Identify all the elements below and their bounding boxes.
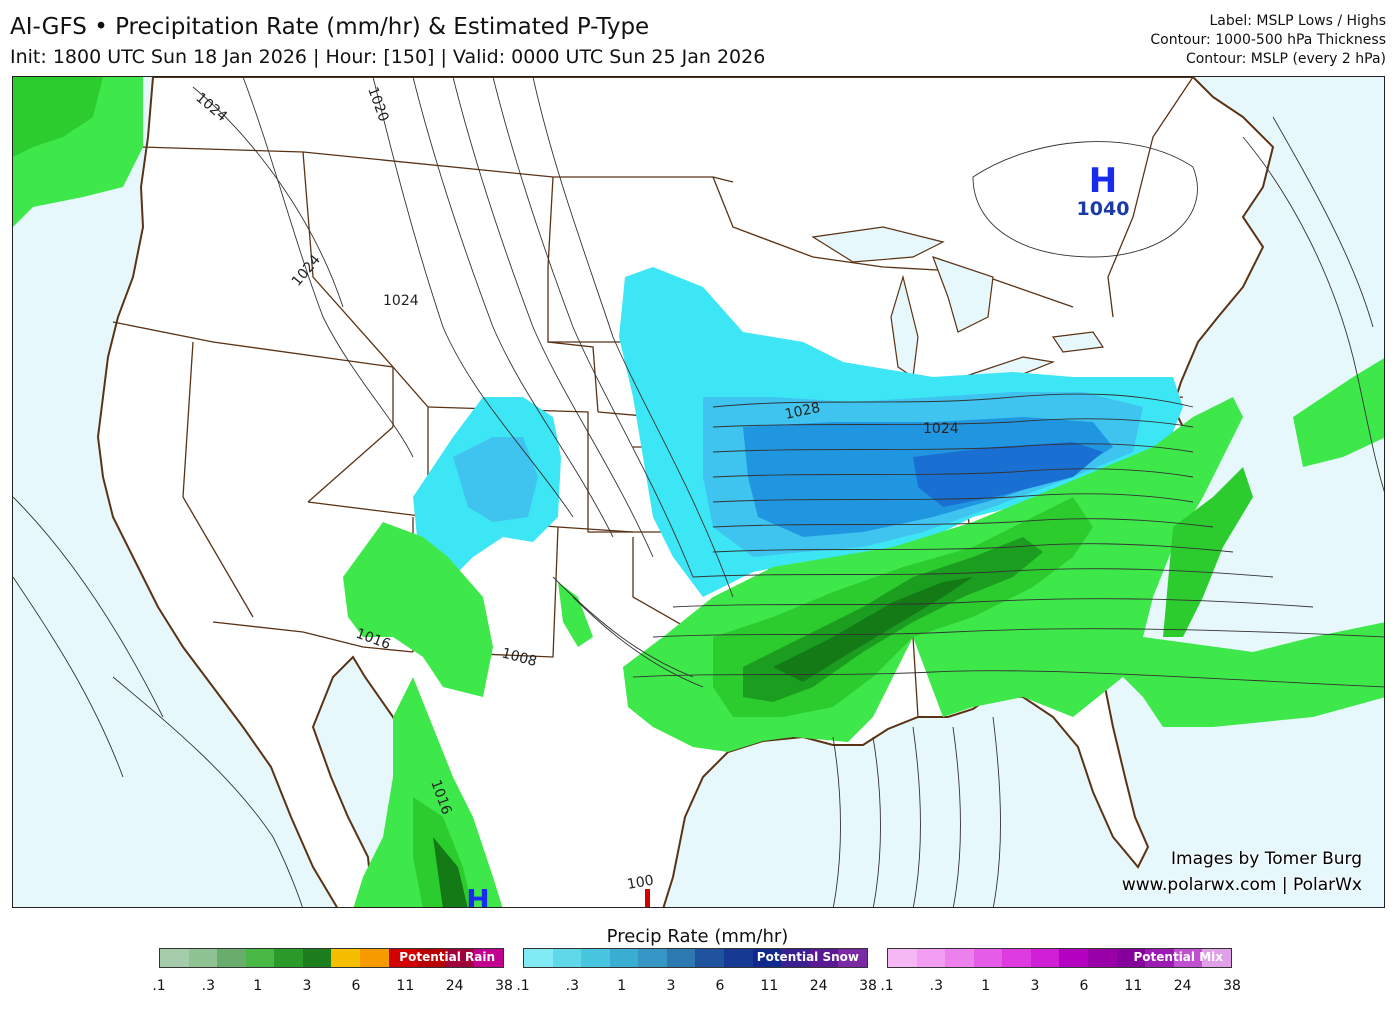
tick: 24	[1173, 978, 1192, 994]
tick: .3	[929, 978, 944, 994]
legend-swatch	[1059, 949, 1089, 967]
legend-swatch	[160, 949, 189, 967]
snow-bar-label: Potential Snow	[756, 950, 859, 964]
legend-swatch	[1030, 949, 1060, 967]
tick: .3	[565, 978, 580, 994]
credit-website: www.polarwx.com | PolarWx	[1121, 875, 1362, 895]
legend-swatch	[1002, 949, 1031, 967]
tick: 3	[1030, 978, 1040, 994]
rain-color-bar: Potential Rain	[159, 948, 504, 968]
tick: 38	[859, 978, 877, 994]
map-subtitle: Init: 1800 UTC Sun 18 Jan 2026 | Hour: […	[10, 46, 766, 68]
tick: 1	[617, 978, 627, 994]
legend-swatch	[417, 949, 446, 967]
legend-swatch	[474, 949, 503, 967]
tick: 38	[1223, 978, 1241, 994]
isobar-contours	[13, 77, 1384, 907]
high-pressure-value: 1040	[1077, 198, 1130, 220]
rain-bar-ticks: .1 .3 1 3 6 11 24 38	[152, 978, 513, 996]
legend-swatch	[724, 949, 753, 967]
legend-swatch	[666, 949, 696, 967]
legend-swatch	[1173, 949, 1203, 967]
legend-swatch	[360, 949, 389, 967]
high-pressure-marker-mexico: H	[466, 883, 489, 908]
legend-swatch	[809, 949, 839, 967]
legend-swatch	[916, 949, 946, 967]
legend-title: Precip Rate (mm/hr)	[606, 926, 789, 947]
legend-swatch	[973, 949, 1003, 967]
tick: .1	[880, 978, 894, 994]
tick: 24	[809, 978, 828, 994]
tick: 3	[302, 978, 312, 994]
map-meta: Label: MSLP Lows / Highs Contour: 1000-5…	[1150, 12, 1386, 69]
snow-bar-ticks: .1 .3 1 3 6 11 24 38	[516, 978, 877, 996]
tick: 38	[495, 978, 513, 994]
low-pressure-marker-partial	[645, 889, 650, 907]
legend-swatch	[188, 949, 218, 967]
legend-swatch	[945, 949, 974, 967]
contour-label-100: 100	[626, 873, 655, 893]
weather-map: 1024 1020 1024 1024 1028 1024 1016 1008 …	[12, 76, 1385, 908]
map-canvas: 1024 1020 1024 1024 1028 1024 1016 1008 …	[13, 77, 1384, 908]
legend-swatch	[638, 949, 667, 967]
rain-bar-label: Potential Rain	[399, 950, 495, 964]
mix-bar-ticks: .1 .3 1 3 6 11 24 38	[880, 978, 1241, 996]
tick: 11	[396, 978, 415, 994]
mix-color-bar: Potential Mix	[887, 948, 1232, 968]
legend-swatch	[274, 949, 303, 967]
tick: .1	[516, 978, 530, 994]
legend-swatch	[302, 949, 332, 967]
legend-swatch	[331, 949, 361, 967]
high-pressure-marker: H	[1089, 161, 1117, 201]
mix-bar-label: Potential Mix	[1133, 950, 1224, 964]
legend-swatch	[388, 949, 418, 967]
tick: 3	[666, 978, 676, 994]
legend-swatch	[1088, 949, 1117, 967]
meta-line-label: Label: MSLP Lows / Highs	[1209, 13, 1386, 29]
legend-swatch	[888, 949, 917, 967]
legend-swatch	[838, 949, 867, 967]
legend-swatch	[1145, 949, 1174, 967]
map-title: AI-GFS • Precipitation Rate (mm/hr) & Es…	[10, 14, 650, 40]
tick: 11	[760, 978, 779, 994]
legend-swatch	[445, 949, 475, 967]
tick: 11	[1124, 978, 1143, 994]
legend-swatch	[1116, 949, 1146, 967]
rain-precip-area	[13, 77, 1384, 907]
tick: 24	[445, 978, 464, 994]
legend-swatch	[581, 949, 610, 967]
tick: 6	[1079, 978, 1089, 994]
legend-swatch	[752, 949, 782, 967]
great-lakes	[811, 226, 1105, 383]
snow-precip-area	[393, 267, 1183, 622]
tick: 6	[715, 978, 725, 994]
legend-swatch	[609, 949, 639, 967]
snow-color-bar: Potential Snow	[523, 948, 868, 968]
legend-swatch	[524, 949, 553, 967]
legend-swatch	[695, 949, 725, 967]
tick: .1	[152, 978, 166, 994]
legend-swatch	[1202, 949, 1231, 967]
credit-author: Images by Tomer Burg	[1171, 849, 1362, 869]
tick: 1	[981, 978, 991, 994]
tick: 6	[351, 978, 361, 994]
legend-swatch	[781, 949, 810, 967]
legend-swatch	[552, 949, 582, 967]
contour-label-1024-rockies: 1024	[383, 293, 419, 309]
tick: 1	[253, 978, 263, 994]
tick: .3	[201, 978, 216, 994]
meta-line-thickness: Contour: 1000-500 hPa Thickness	[1150, 32, 1386, 48]
meta-line-mslp: Contour: MSLP (every 2 hPa)	[1185, 51, 1386, 67]
contour-label-1024-east: 1024	[923, 421, 959, 437]
legend-swatch	[217, 949, 246, 967]
legend-swatch	[245, 949, 275, 967]
contour-label-1028: 1028	[784, 400, 822, 423]
